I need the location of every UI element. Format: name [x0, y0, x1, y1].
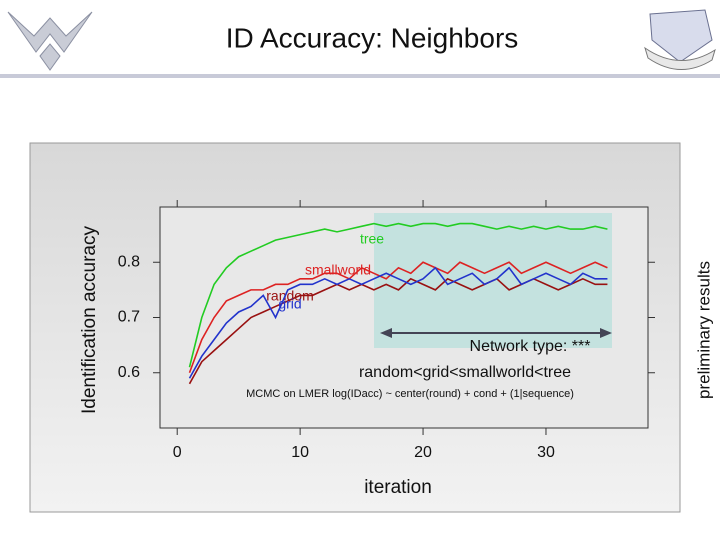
x-tick-label: 0 — [173, 444, 182, 461]
annotation: MCMC on LMER log(IDacc) ~ center(round) … — [246, 388, 574, 400]
series-label: smallworld — [305, 262, 371, 278]
y-tick-label: 0.6 — [118, 364, 140, 381]
annotation: random<grid<smallworld<tree — [359, 364, 571, 381]
series-line — [188, 277, 608, 385]
series-line — [188, 222, 608, 368]
series-label: random — [266, 288, 313, 304]
slide-title: ID Accuracy: Neighbors — [226, 22, 519, 53]
series-line — [188, 261, 608, 374]
x-tick-label: 10 — [291, 444, 309, 461]
right-crest — [644, 9, 716, 70]
side-note: preliminary results — [694, 261, 713, 399]
series-line — [188, 266, 608, 379]
x-tick-label: 20 — [414, 444, 432, 461]
y-tick-label: 0.8 — [118, 253, 140, 270]
annotation: Network type: *** — [470, 338, 591, 355]
y-axis-label: Identification accuracy — [79, 226, 100, 414]
x-tick-label: 30 — [537, 444, 555, 461]
x-axis-label: iteration — [364, 477, 432, 498]
y-tick-label: 0.7 — [118, 309, 140, 326]
series-label: tree — [360, 231, 384, 247]
series-label: grid — [278, 296, 301, 312]
left-logo — [7, 11, 93, 71]
